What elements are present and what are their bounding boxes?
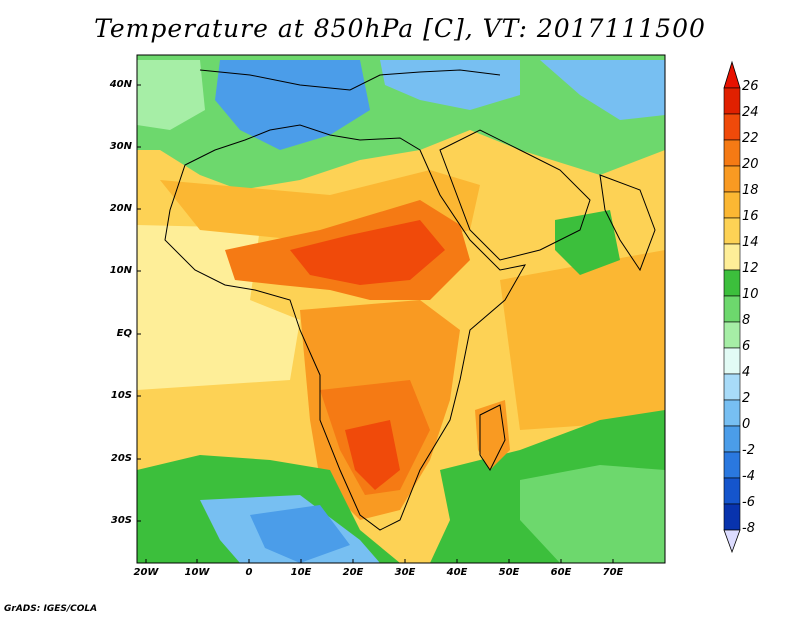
- atlantic-north-cool: [137, 60, 205, 130]
- axis-ticks: [137, 84, 614, 563]
- madagascar-field: [475, 400, 510, 470]
- colorbar-label: 6: [742, 339, 751, 354]
- colorbar-segment: [723, 321, 741, 349]
- colorbar-segment: [723, 269, 741, 297]
- x-tick-label: 70E: [602, 567, 624, 578]
- kalahari-hottest: [345, 420, 400, 490]
- madagascar-coastline: [479, 404, 506, 471]
- x-tick-label: 60E: [550, 567, 572, 578]
- x-tick-label: 40E: [446, 567, 468, 578]
- x-tick-label: 10W: [184, 567, 210, 578]
- y-tick-label: 30N: [109, 141, 132, 152]
- colorbar-segment: [723, 165, 741, 193]
- colorbar-label: 26: [742, 79, 759, 94]
- mediterranean-cold: [215, 60, 370, 150]
- europe-coastline: [199, 69, 501, 91]
- x-tick-label: 20W: [133, 567, 159, 578]
- colorbar-segment: [723, 191, 741, 219]
- indian-ocean-field: [500, 250, 665, 430]
- colorbar-label: 0: [742, 417, 751, 432]
- colorbar-label: -6: [742, 495, 755, 510]
- central-africa-hottest: [290, 220, 445, 285]
- colorbar-segment: [723, 373, 741, 401]
- colorbar-label: 14: [742, 235, 759, 250]
- colorbar-segment: [723, 139, 741, 167]
- colorbar-segment: [723, 87, 741, 115]
- colorbar-segment: [723, 425, 741, 453]
- atlantic-field: [137, 225, 300, 390]
- colorbar-label: 4: [742, 365, 751, 380]
- colorbar-label: 16: [742, 209, 759, 224]
- colorbar-label: 12: [742, 261, 759, 276]
- colorbar-label: 20: [742, 157, 759, 172]
- colorbar-segment: [723, 243, 741, 271]
- colorbar-label: -8: [742, 521, 755, 536]
- arabia-coastline: [439, 129, 591, 261]
- y-tick-label: 30S: [110, 515, 132, 526]
- colorbar-segment: [723, 477, 741, 505]
- coastlines: [164, 69, 656, 531]
- south-indian-cooler: [520, 465, 665, 563]
- south-atlantic-coldest: [250, 505, 350, 563]
- colorbar-segment: [723, 503, 741, 531]
- y-tick-label: 10N: [109, 265, 132, 276]
- africa-coastline: [164, 124, 526, 531]
- arabian-sea-cool: [555, 210, 620, 275]
- grads-credit: GrADS: IGES/COLA: [4, 604, 98, 614]
- colorbar-segment: [723, 217, 741, 245]
- y-tick-label: 10S: [110, 390, 132, 401]
- x-tick-label: 10E: [290, 567, 312, 578]
- x-tick-label: 50E: [498, 567, 520, 578]
- map-frame: [136, 54, 666, 564]
- colorbar-label: 22: [742, 131, 759, 146]
- colorbar-segment: [723, 113, 741, 141]
- india-coastline: [599, 174, 656, 272]
- colorbar-label: 24: [742, 105, 759, 120]
- central-asia-cool: [540, 60, 665, 120]
- colorbar-segment: [723, 399, 741, 427]
- colorbar-label: 2: [742, 391, 751, 406]
- colorbar-segment: [723, 347, 741, 375]
- y-tick-label: 20N: [109, 203, 132, 214]
- colorbar: [723, 60, 741, 554]
- colorbar-label: 8: [742, 313, 751, 328]
- x-tick-label: 0: [245, 567, 253, 578]
- colorbar-bottom-triangle: [723, 529, 741, 554]
- y-tick-label: 40N: [109, 79, 132, 90]
- temperature-field: [137, 55, 665, 563]
- colorbar-label: -4: [742, 469, 755, 484]
- y-tick-label: EQ: [116, 328, 132, 339]
- x-tick-label: 20E: [342, 567, 364, 578]
- x-tick-label: 30E: [394, 567, 416, 578]
- colorbar-segment: [723, 451, 741, 479]
- colorbar-segment: [723, 295, 741, 323]
- colorbar-label: 10: [742, 287, 759, 302]
- colorbar-label: -2: [742, 443, 755, 458]
- map-title: Temperature at 850hPa [C], VT: 201711150…: [94, 14, 706, 43]
- colorbar-top-triangle: [723, 60, 741, 89]
- colorbar-label: 18: [742, 183, 759, 198]
- y-tick-label: 20S: [110, 453, 132, 464]
